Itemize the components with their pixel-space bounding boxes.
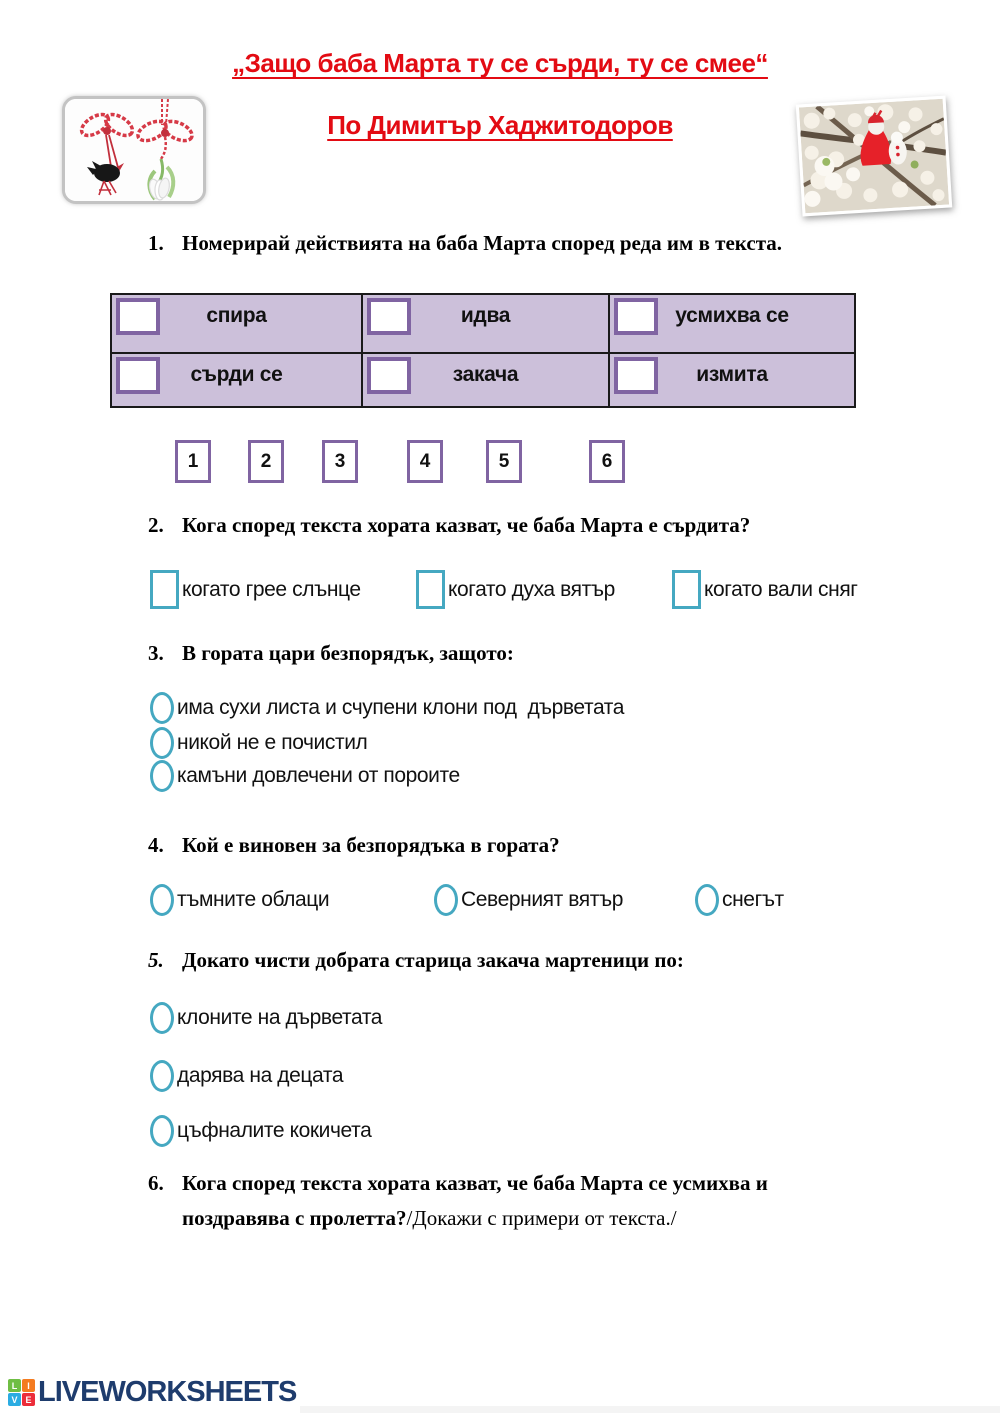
action-word: сърди се [190, 363, 283, 386]
question-2-heading: 2. Кога според текста хората казват, че … [148, 508, 750, 543]
blossom-branch-image [795, 95, 953, 217]
q3-option-2: никой не е почистил [150, 727, 368, 759]
option-label: никой не е почистил [177, 731, 368, 754]
liveworksheets-logo[interactable]: L I V E LIVEWORKSHEETS [8, 1376, 297, 1409]
question-1-text: Номерирай действията на баба Марта споре… [182, 231, 783, 255]
question-2-number: 2. [148, 513, 164, 537]
number-token-1[interactable]: 1 [175, 440, 211, 483]
liveworksheets-logo-icon: L I V E [8, 1379, 35, 1406]
number-token-2[interactable]: 2 [248, 440, 284, 483]
action-word: усмихва се [675, 304, 789, 327]
table-cell: сърди се [112, 352, 361, 408]
order-answer-box-1[interactable] [116, 298, 160, 335]
question-6-text: Кога според текста хората казват, че баб… [182, 1166, 872, 1236]
action-word: спира [206, 304, 267, 327]
q4-option-3: снегът [695, 884, 784, 916]
bottom-divider [300, 1406, 1000, 1413]
option-label: когато грее слънце [182, 577, 361, 601]
number-token-4[interactable]: 4 [407, 440, 443, 483]
option-label: Северният вятър [461, 888, 623, 911]
q5-option-3: цъфналите кокичета [150, 1115, 372, 1147]
number-token-6[interactable]: 6 [589, 440, 625, 483]
order-answer-box-5[interactable] [367, 357, 411, 394]
radio-button[interactable] [150, 692, 174, 724]
checkbox[interactable] [672, 570, 701, 609]
table-cell: усмихва се [608, 295, 854, 352]
question-3-number: 3. [148, 641, 164, 665]
logo-square-v: V [8, 1393, 21, 1406]
question-3-text: В гората цари безпорядък, защото: [182, 641, 514, 665]
question-4-text: Кой е виновен за безпорядъка в гората? [182, 833, 560, 857]
question-5-number: 5. [148, 948, 164, 972]
q3-option-3: камъни довлечени от пороите [150, 760, 460, 792]
action-word: измита [696, 363, 768, 386]
option-label: дарява на децата [177, 1064, 344, 1087]
action-word: идва [460, 304, 511, 327]
question-6-heading: 6. Кога според текста хората казват, че … [148, 1166, 872, 1236]
option-label: клоните на дърветата [177, 1006, 383, 1029]
option-label: има сухи листа и счупени клони под дърве… [177, 696, 625, 719]
worksheet-title: „Защо баба Марта ту се сърди, ту се смее… [232, 48, 768, 78]
question-1-number: 1. [148, 231, 164, 255]
worksheet-author: По Димитър Хаджитодоров [327, 110, 673, 140]
number-token-3[interactable]: 3 [322, 440, 358, 483]
action-word: закача [452, 363, 519, 386]
radio-button[interactable] [150, 1115, 174, 1147]
table-cell: измита [608, 352, 854, 408]
q2-option-1: когато грее слънце [150, 570, 361, 609]
order-answer-box-2[interactable] [367, 298, 411, 335]
logo-square-l: L [8, 1379, 21, 1392]
option-label: цъфналите кокичета [177, 1119, 372, 1142]
option-label: когато духа вятър [448, 577, 615, 601]
question-6-text-bold: Кога според текста хората казват, че баб… [182, 1171, 768, 1230]
question-6-text-note: /Докажи с примери от текста./ [406, 1206, 677, 1230]
radio-button[interactable] [150, 1060, 174, 1092]
radio-button[interactable] [150, 760, 174, 792]
question-3-heading: 3. В гората цари безпорядък, защото: [148, 636, 514, 671]
blossom-branch-illustration [798, 98, 950, 214]
radio-button[interactable] [150, 1002, 174, 1034]
actions-order-table: спира идва усмихва се сърди се закача из… [110, 293, 856, 408]
q4-option-1: тъмните облаци [150, 884, 330, 916]
option-label: тъмните облаци [177, 888, 330, 911]
liveworksheets-wordmark: LIVEWORKSHEETS [38, 1376, 297, 1408]
table-cell: идва [361, 295, 608, 352]
order-answer-box-4[interactable] [116, 357, 160, 394]
martenitsa-dolls-image [62, 96, 206, 204]
option-label: камъни довлечени от пороите [177, 764, 460, 787]
radio-button[interactable] [434, 884, 458, 916]
question-5-text: Докато чисти добрата старица закача март… [182, 948, 684, 972]
q4-option-2: Северният вятър [434, 884, 623, 916]
radio-button[interactable] [150, 727, 174, 759]
question-2-text: Кога според текста хората казват, че баб… [182, 513, 751, 537]
option-label: снегът [722, 888, 784, 911]
order-answer-box-3[interactable] [614, 298, 658, 335]
q2-option-3: когато вали сняг [672, 570, 858, 609]
option-label: когато вали сняг [704, 577, 858, 601]
logo-square-e: E [22, 1393, 35, 1406]
question-4-number: 4. [148, 833, 164, 857]
q5-option-1: клоните на дърветата [150, 1002, 382, 1034]
checkbox[interactable] [416, 570, 445, 609]
martenitsa-dolls-illustration [65, 99, 203, 201]
checkbox[interactable] [150, 570, 179, 609]
table-cell: спира [112, 295, 361, 352]
question-4-heading: 4. Кой е виновен за безпорядъка в гората… [148, 828, 560, 863]
q2-option-2: когато духа вятър [416, 570, 615, 609]
number-token-5[interactable]: 5 [486, 440, 522, 483]
radio-button[interactable] [150, 884, 174, 916]
question-1-heading: 1. Номерирай действията на баба Марта сп… [148, 226, 782, 261]
q3-option-1: има сухи листа и счупени клони под дърве… [150, 692, 624, 724]
question-6-number: 6. [148, 1171, 164, 1195]
question-5-heading: 5. Докато чисти добрата старица закача м… [148, 943, 684, 978]
q5-option-2: дарява на децата [150, 1060, 344, 1092]
order-answer-box-6[interactable] [614, 357, 658, 394]
logo-square-i: I [22, 1379, 35, 1392]
radio-button[interactable] [695, 884, 719, 916]
table-cell: закача [361, 352, 608, 408]
